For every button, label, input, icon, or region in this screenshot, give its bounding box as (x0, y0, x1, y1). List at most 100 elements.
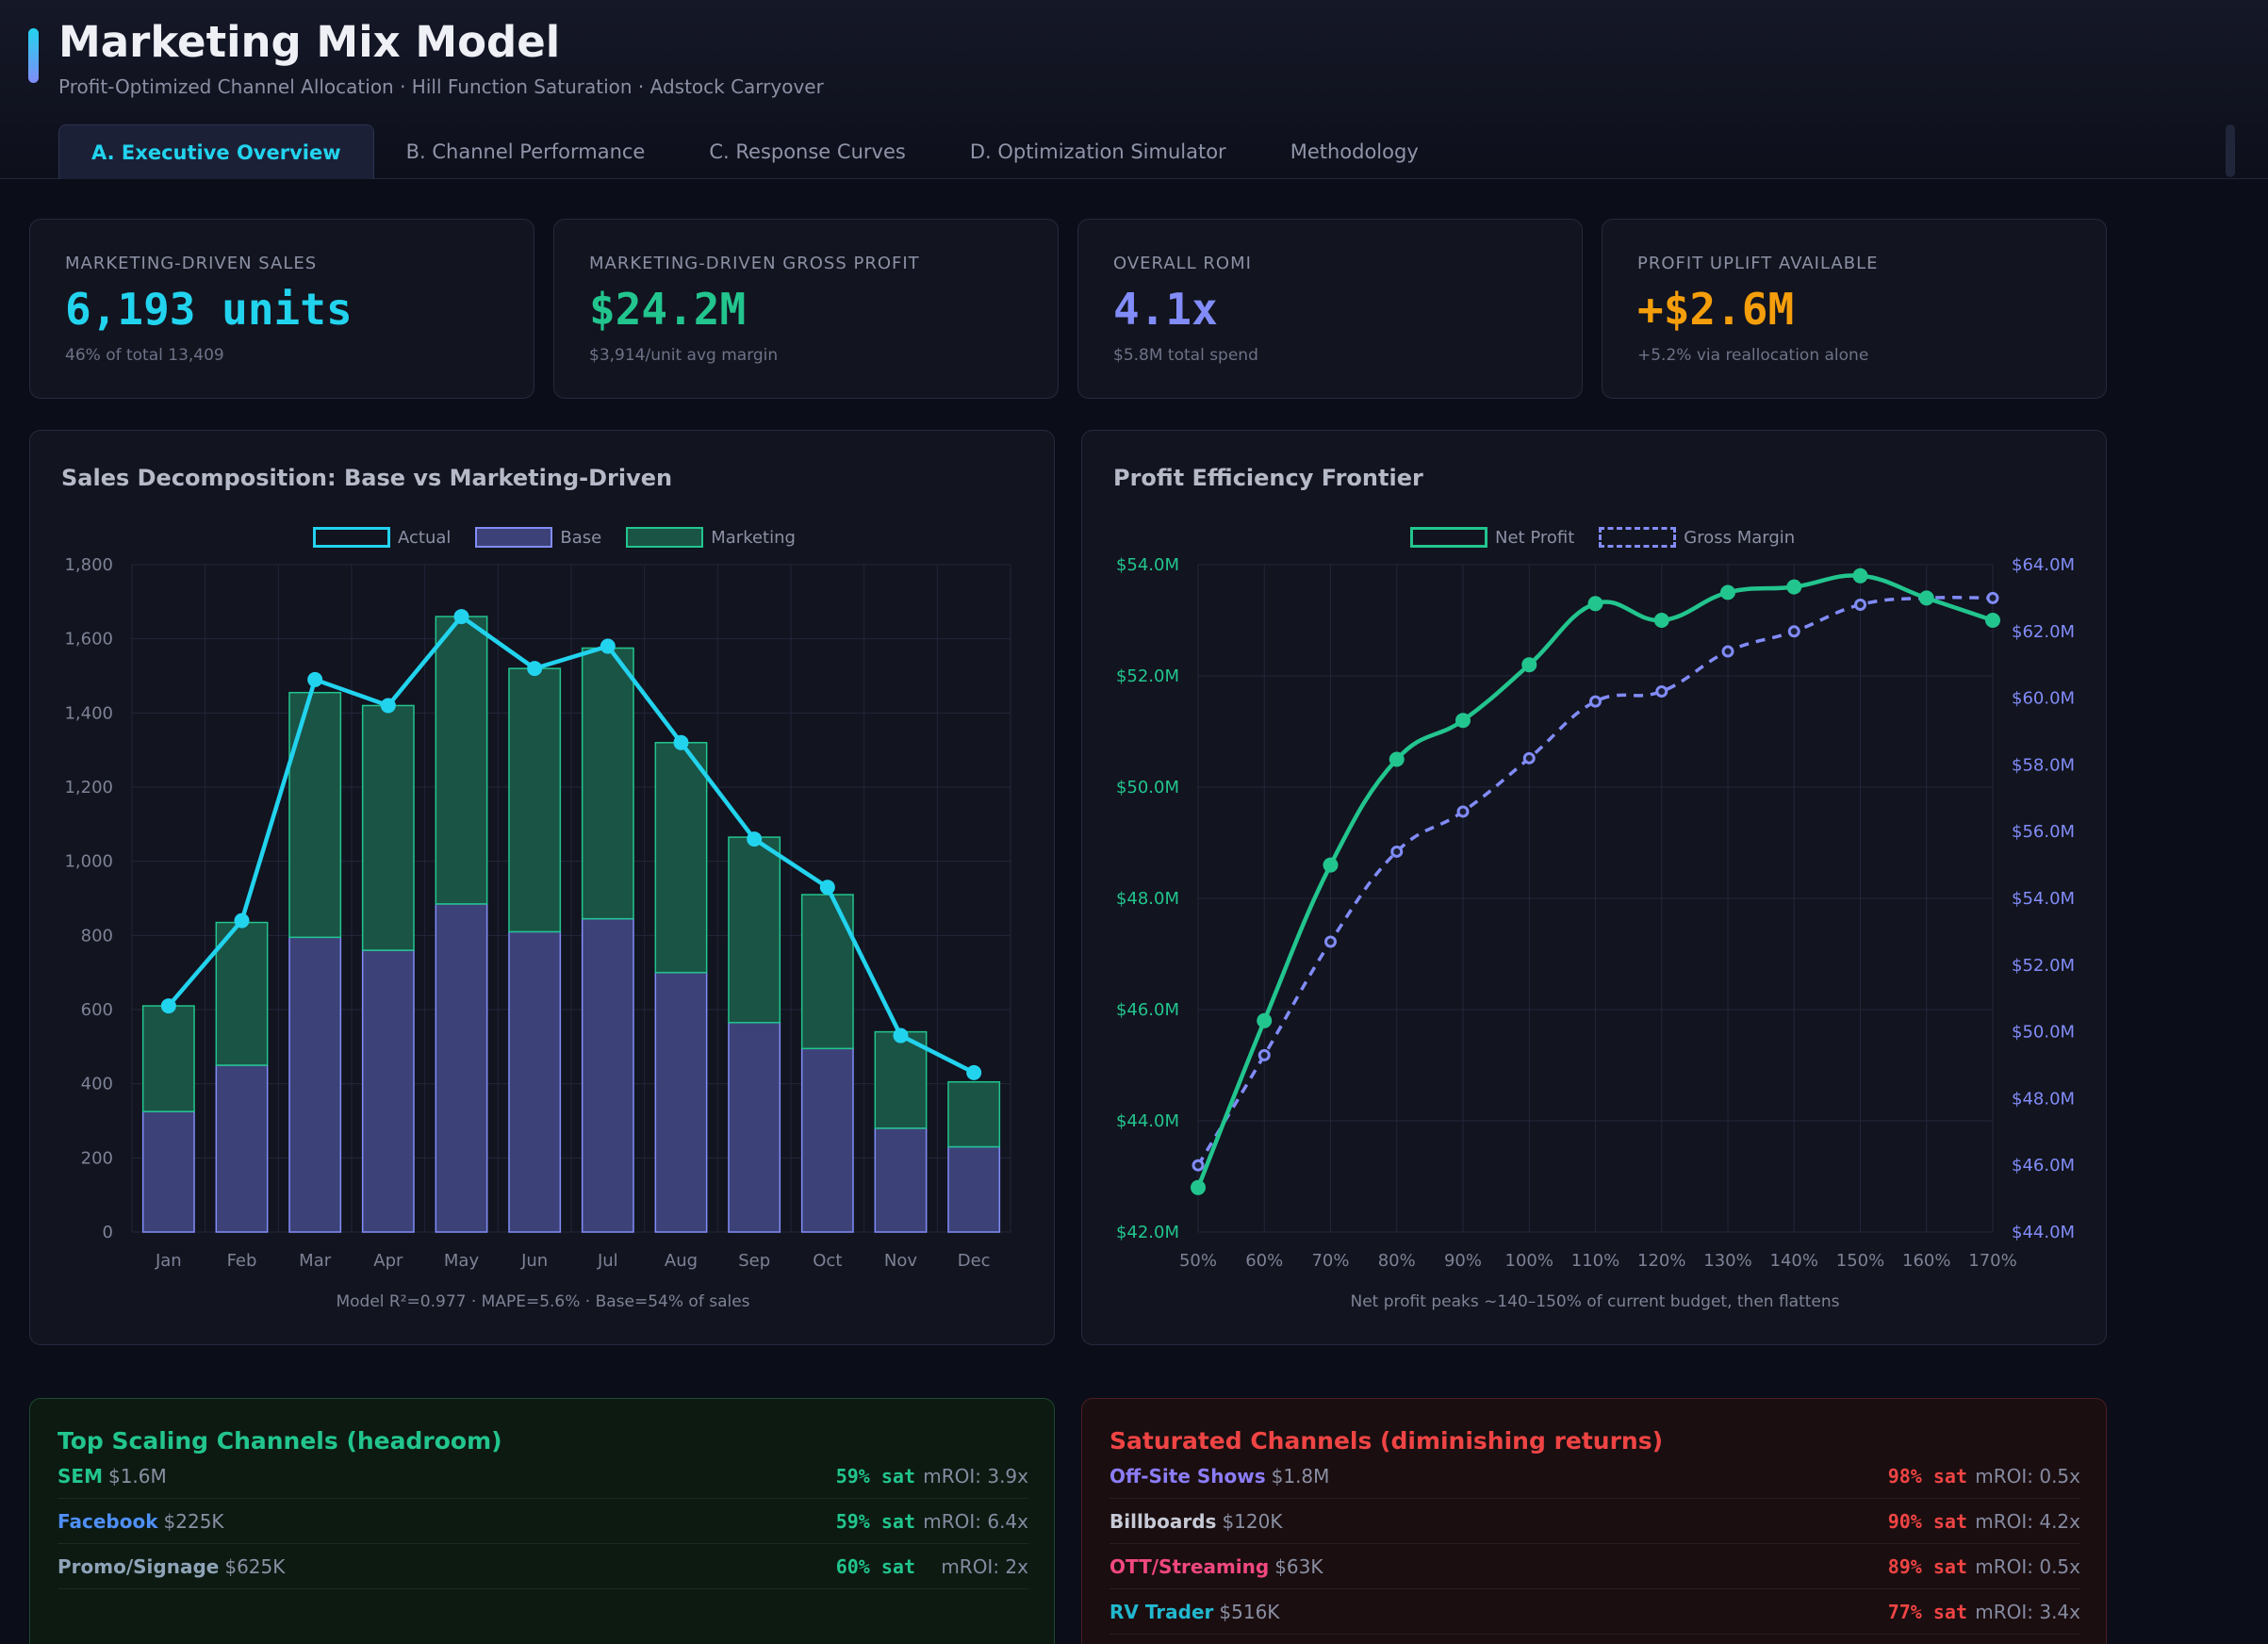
x-tick-label: 110% (1571, 1251, 1619, 1271)
tab-optimization-simulator[interactable]: D. Optimization Simulator (969, 140, 1226, 163)
tab-executive-overview[interactable]: A. Executive Overview (58, 124, 374, 179)
bar-base (728, 1022, 781, 1233)
legend-item-actual[interactable]: Actual (313, 527, 451, 548)
kpi-value: 6,193 units (65, 284, 353, 335)
legend-label: Marketing (711, 527, 796, 548)
top-scaling-channels-panel: Top Scaling Channels (headroom) SEM $1.6… (29, 1398, 1055, 1644)
bar-marketing (654, 742, 708, 974)
bar-base (141, 1110, 195, 1233)
y-tick-label: 1,600 (64, 630, 113, 649)
gross-margin-point (1522, 751, 1536, 764)
legend-label: Actual (398, 527, 452, 548)
bar-base (508, 930, 562, 1233)
chart-legend: Net Profit Gross Margin (1410, 527, 1810, 548)
gross-margin-point (1589, 695, 1602, 708)
kpi-label: MARKETING-DRIVEN GROSS PROFIT (589, 254, 920, 273)
y-left-tick-label: $48.0M (1116, 889, 1179, 909)
x-tick-label: Mar (299, 1251, 332, 1271)
actual-point (819, 880, 835, 896)
x-tick-label: Apr (373, 1251, 403, 1271)
sales-decomposition-panel: Sales Decomposition: Base vs Marketing-D… (29, 430, 1055, 1345)
y-tick-label: 600 (81, 1000, 113, 1020)
net-profit-point (1455, 713, 1471, 729)
gross-margin-point (1721, 645, 1734, 658)
tab-methodology[interactable]: Methodology (1290, 140, 1419, 163)
tab-channel-performance[interactable]: B. Channel Performance (405, 140, 646, 163)
gross-margin-point (1390, 845, 1404, 858)
profit-frontier-panel: Profit Efficiency Frontier Net Profit Gr… (1081, 430, 2107, 1345)
legend-swatch (313, 527, 390, 548)
actual-point (234, 912, 250, 929)
list-item[interactable]: Promo/Signage $625K 60% sat mROI: 2x (58, 1544, 1028, 1589)
channel-spend: $1.6M (107, 1464, 167, 1488)
bar-marketing (435, 616, 488, 905)
actual-point (893, 1028, 909, 1044)
x-tick-label: 130% (1703, 1251, 1751, 1271)
bar-marketing (581, 647, 634, 920)
tab-scroll-thumb[interactable] (2226, 124, 2235, 177)
list-item[interactable]: Off-Site Shows $1.8M 98% sat mROI: 0.5x (1109, 1454, 2080, 1499)
mroi-value: mROI: 6.4x (923, 1509, 1028, 1533)
legend-item-net-profit[interactable]: Net Profit (1410, 527, 1574, 548)
x-tick-label: 50% (1179, 1251, 1217, 1271)
panel-title: Top Scaling Channels (headroom) (58, 1427, 502, 1455)
kpi-subtext: $3,914/unit avg margin (589, 346, 779, 365)
kpi-label: MARKETING-DRIVEN SALES (65, 254, 318, 273)
y-left-tick-label: $42.0M (1116, 1223, 1179, 1242)
bar-base (288, 936, 342, 1233)
mroi-value: mROI: 3.4x (1975, 1600, 2080, 1623)
channel-name: SEM (58, 1464, 103, 1488)
bar-base (874, 1127, 928, 1233)
list-item[interactable]: Facebook $225K 59% sat mROI: 6.4x (58, 1499, 1028, 1544)
actual-point (160, 998, 176, 1014)
channel-name: OTT/Streaming (1109, 1554, 1270, 1578)
page-subtitle: Profit-Optimized Channel Allocation · Hi… (58, 75, 824, 98)
saturation-value: 59% sat (835, 1464, 915, 1488)
legend-item-gross-margin[interactable]: Gross Margin (1599, 527, 1795, 548)
x-tick-label: 80% (1378, 1251, 1416, 1271)
gross-margin-point (1324, 935, 1337, 948)
channel-spend: $120K (1222, 1509, 1283, 1533)
tab-response-curves[interactable]: C. Response Curves (709, 140, 906, 163)
net-profit-point (1257, 1012, 1273, 1028)
y-left-tick-label: $50.0M (1116, 778, 1179, 797)
mroi-value: mROI: 0.5x (1975, 1554, 2080, 1578)
legend-item-marketing[interactable]: Marketing (626, 527, 796, 548)
channel-name: RV Trader (1109, 1600, 1214, 1623)
x-tick-label: Jan (155, 1251, 182, 1271)
channel-spend: $625K (224, 1554, 286, 1578)
legend-swatch (1599, 527, 1677, 548)
bar-marketing (215, 921, 269, 1066)
chart-title: Sales Decomposition: Base vs Marketing-D… (61, 465, 673, 491)
gross-margin-point (1192, 1159, 1205, 1172)
list-item[interactable]: SEM $1.6M 59% sat mROI: 3.9x (58, 1454, 1028, 1499)
kpi-label: PROFIT UPLIFT AVAILABLE (1637, 254, 1879, 273)
y-right-tick-label: $48.0M (2012, 1089, 2075, 1109)
net-profit-point (1323, 857, 1339, 873)
y-tick-label: 1,200 (64, 778, 113, 797)
x-tick-label: 160% (1902, 1251, 1950, 1271)
saturation-value: 89% sat (1887, 1554, 1967, 1578)
sales-decomposition-chart: 0 200 400 600 800 1,000 1,200 1,400 1,600 1,800 Ja… (64, 555, 1011, 1271)
list-item[interactable]: RV Trader $516K 77% sat mROI: 3.4x (1109, 1589, 2080, 1635)
actual-point (673, 734, 689, 750)
y-right-tick-label: $62.0M (2012, 622, 2075, 642)
bar-base (581, 917, 634, 1233)
saturation-value: 60% sat (835, 1554, 915, 1578)
y-tick-label: 1,000 (64, 852, 113, 872)
bar-marketing (800, 894, 854, 1050)
channel-name: Off-Site Shows (1109, 1464, 1266, 1488)
list-item[interactable]: OTT/Streaming $63K 89% sat mROI: 0.5x (1109, 1544, 2080, 1589)
actual-point (380, 698, 396, 714)
list-item[interactable]: Billboards $120K 90% sat mROI: 4.2x (1109, 1499, 2080, 1544)
chart-note: Model R²=0.977 · MAPE=5.6% · Base=54% of… (336, 1292, 750, 1311)
actual-line (167, 614, 976, 1075)
x-tick-label: Oct (813, 1251, 842, 1271)
x-tick-label: 60% (1245, 1251, 1283, 1271)
saturation-value: 98% sat (1887, 1464, 1967, 1488)
kpi-subtext: +5.2% via reallocation alone (1637, 346, 1869, 365)
x-tick-label: May (444, 1251, 480, 1271)
mroi-value: mROI: 2x (941, 1554, 1028, 1578)
x-tick-label: 70% (1311, 1251, 1349, 1271)
legend-item-base[interactable]: Base (475, 527, 601, 548)
